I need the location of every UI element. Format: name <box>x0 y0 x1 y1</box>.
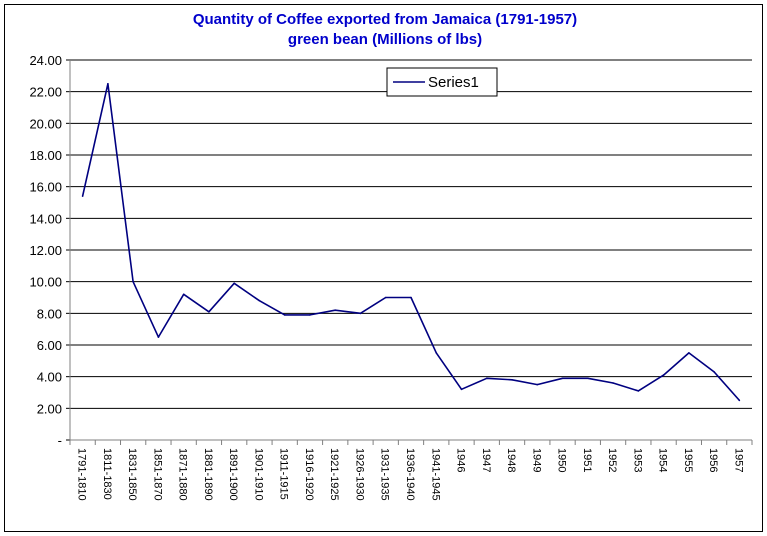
data-point <box>485 377 488 380</box>
data-point <box>410 296 412 299</box>
chart-title: Quantity of Coffee exported from Jamaica… <box>193 11 577 28</box>
x-tick-label: 1957 <box>732 448 744 472</box>
data-point <box>587 377 589 380</box>
x-tick-label: 1916-1920 <box>303 448 315 501</box>
y-tick-label: - <box>58 433 62 448</box>
data-point <box>334 309 337 311</box>
x-tick-label: 1946 <box>455 448 467 472</box>
x-tick-label: 1949 <box>530 448 542 472</box>
data-point <box>359 312 362 315</box>
y-tick-label: 22.00 <box>29 85 62 100</box>
x-tick-label: 1936-1940 <box>404 448 416 501</box>
x-tick-label: 1921-1925 <box>328 448 340 501</box>
y-tick-label: 20.00 <box>29 116 62 131</box>
data-point <box>157 336 160 338</box>
y-tick-label: 8.00 <box>37 306 62 321</box>
x-tick-label: 1950 <box>556 448 568 472</box>
y-tick-label: 24.00 <box>29 53 62 68</box>
y-axis-tick-labels: - 2.00 4.00 6.00 8.00 10.00 12.00 14.00 16.00 18.… <box>29 53 62 448</box>
x-tick-label: 1851-1870 <box>151 448 163 501</box>
y-tick-label: 4.00 <box>37 370 62 385</box>
x-tick-label: 1941-1945 <box>429 448 441 501</box>
data-point <box>208 310 210 313</box>
x-tick-label: 1948 <box>505 448 517 472</box>
data-point <box>738 399 741 402</box>
series-layer <box>81 82 741 402</box>
x-tick-label: 1931-1935 <box>379 448 391 501</box>
data-point <box>384 296 387 299</box>
y-tick-label: 6.00 <box>37 338 62 353</box>
y-tick-label: 2.00 <box>37 401 62 416</box>
y-tick-label: 12.00 <box>29 243 62 258</box>
x-tick-label: 1891-1900 <box>227 448 239 501</box>
x-tick-label: 1811-1830 <box>101 448 113 500</box>
data-point <box>283 314 286 316</box>
axes <box>66 59 753 445</box>
data-point <box>107 82 109 85</box>
data-point <box>688 352 690 354</box>
y-tick-label: 18.00 <box>29 148 62 163</box>
data-point <box>460 388 463 391</box>
x-tick-label: 1954 <box>657 448 669 472</box>
x-tick-label: 1901-1910 <box>252 448 264 501</box>
y-tick-label: 10.00 <box>29 275 62 290</box>
legend: Series1 <box>386 67 498 97</box>
data-point <box>612 382 614 384</box>
data-point <box>435 352 438 354</box>
x-axis-tick-labels: 1791-1810 1811-1830 1831-1850 1851-1870 1871… <box>76 448 745 501</box>
x-tick-label: 1791-1810 <box>76 448 88 501</box>
data-point <box>233 282 235 285</box>
x-tick-label: 1947 <box>480 448 492 472</box>
data-point <box>662 374 665 376</box>
x-tick-label: 1831-1850 <box>126 448 138 501</box>
x-tick-label: 1955 <box>682 448 694 472</box>
x-tick-label: 1951 <box>581 448 593 472</box>
data-point <box>81 195 84 197</box>
legend-label-series1: Series1 <box>428 74 479 91</box>
data-point <box>561 377 564 380</box>
x-tick-label: 1926-1930 <box>353 448 365 501</box>
chart-subtitle: green bean (Millions of lbs) <box>288 31 482 48</box>
data-point <box>309 314 311 316</box>
data-point <box>713 371 715 373</box>
data-point <box>536 383 539 386</box>
x-tick-label: 1881-1890 <box>202 448 214 501</box>
data-point <box>637 390 640 392</box>
gridlines <box>70 59 752 409</box>
data-point <box>511 379 513 381</box>
data-point <box>258 299 261 302</box>
y-tick-label: 14.00 <box>29 211 62 226</box>
x-tick-label: 1871-1880 <box>177 448 189 501</box>
data-point <box>132 280 134 283</box>
x-tick-label: 1953 <box>631 448 643 472</box>
y-tick-label: 16.00 <box>29 180 62 195</box>
x-tick-label: 1956 <box>707 448 719 472</box>
data-point <box>182 293 185 296</box>
x-tick-label: 1911-1915 <box>278 448 290 500</box>
x-tick-label: 1952 <box>606 448 618 472</box>
